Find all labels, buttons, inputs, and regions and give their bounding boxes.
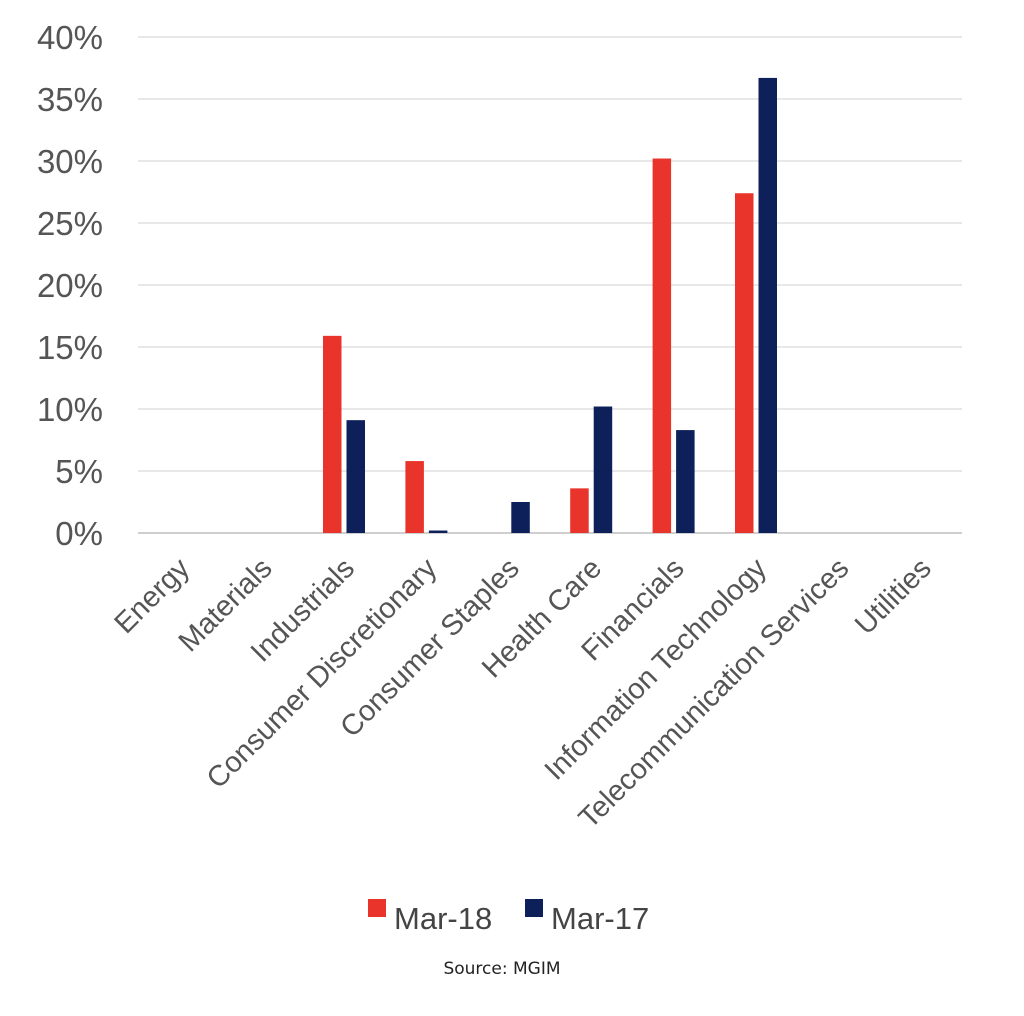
bar-mar-17-health-care [593, 406, 613, 533]
y-tick-label: 25% [37, 205, 103, 242]
legend-label-mar-17: Mar-17 [551, 901, 649, 936]
y-tick-label: 15% [37, 329, 103, 366]
y-tick-label: 35% [37, 81, 103, 118]
y-tick-label: 5% [55, 453, 103, 490]
bar-mar-18-health-care [570, 488, 589, 533]
bar-mar-17-consumer-staples [511, 502, 530, 533]
legend: Mar-18 Mar-17 [368, 899, 649, 936]
y-tick-label: 30% [37, 143, 103, 180]
legend-label-mar-18: Mar-18 [394, 901, 492, 936]
bar-mar-18-consumer-discretionary [405, 461, 424, 533]
bar-mar-17-consumer-discretionary [428, 530, 448, 533]
y-tick-label: 0% [55, 515, 103, 552]
y-tick-label: 40% [37, 19, 103, 56]
bar-mar-17-industrials [346, 420, 365, 533]
bar-mar-17-financials [676, 430, 695, 533]
source-note: Source: MGIM [443, 959, 560, 979]
y-tick-label: 10% [37, 391, 103, 428]
legend-swatch-mar-17 [525, 899, 543, 917]
y-axis-ticks: 0% 5% 10% 15% 20% 25% 30% 35% 40% [37, 19, 103, 552]
y-tick-label: 20% [37, 267, 103, 304]
x-tick-label: Utilities [849, 552, 938, 641]
bar-mar-18-financials [652, 158, 672, 533]
bar-mar-18-information-technology [735, 193, 754, 534]
bars [323, 77, 777, 534]
bar-mar-17-information-technology [758, 77, 777, 534]
legend-swatch-mar-18 [368, 899, 386, 917]
gridlines [138, 36, 962, 534]
bar-mar-18-industrials [323, 335, 342, 533]
